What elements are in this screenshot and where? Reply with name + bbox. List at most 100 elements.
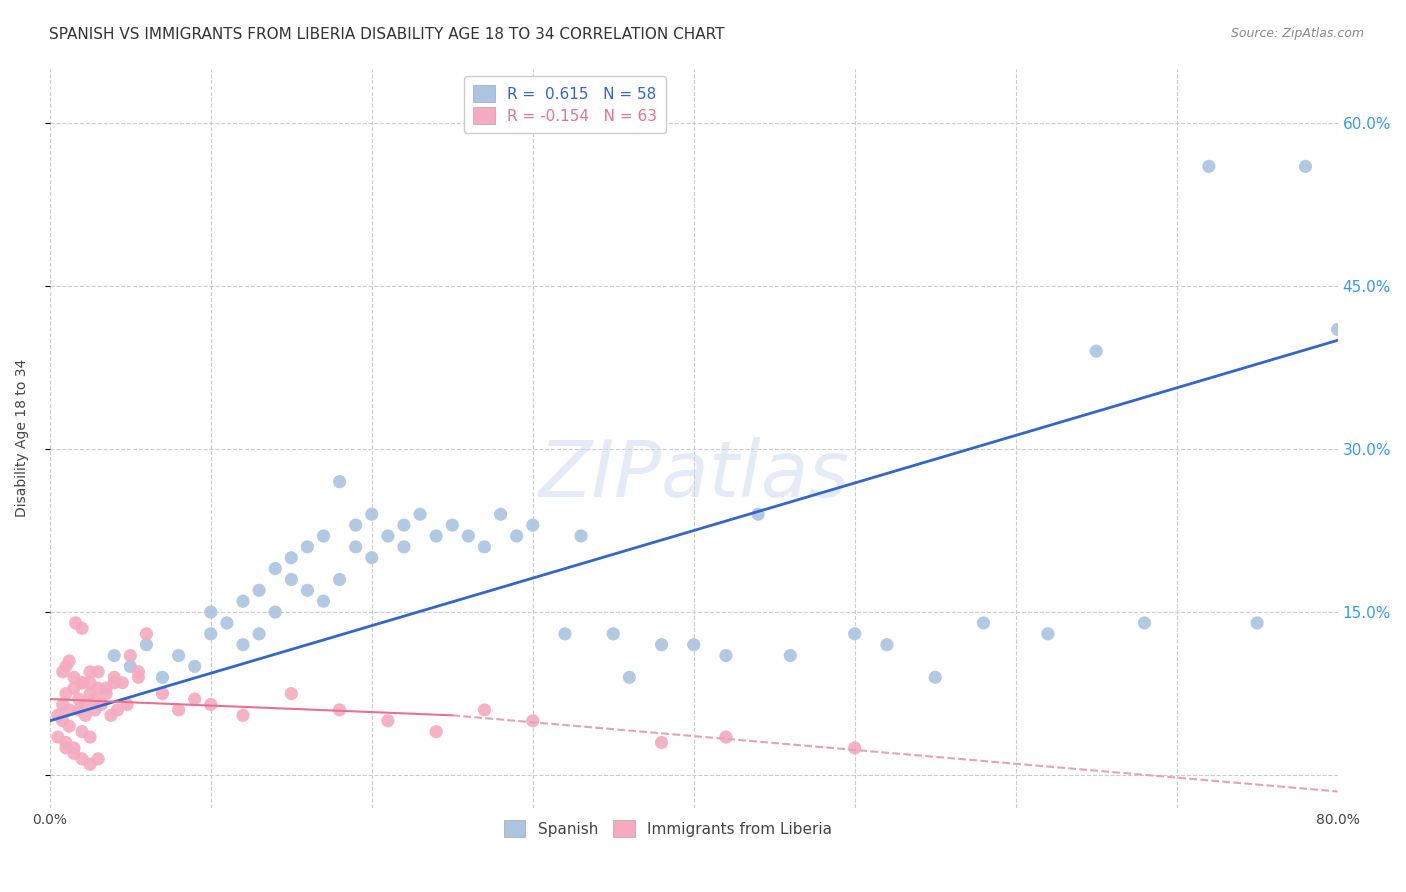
Point: [844, 627, 866, 641]
Point: [779, 648, 801, 663]
Point: [522, 714, 544, 728]
Point: [84, 703, 107, 717]
Point: [1246, 615, 1268, 630]
Point: [232, 638, 254, 652]
Point: [232, 594, 254, 608]
Point: [1294, 160, 1316, 174]
Point: [200, 698, 222, 712]
Point: [392, 540, 415, 554]
Point: [280, 687, 302, 701]
Point: [215, 615, 238, 630]
Point: [79, 675, 101, 690]
Point: [79, 665, 101, 679]
Point: [96, 687, 118, 701]
Point: [360, 550, 382, 565]
Point: [329, 573, 352, 587]
Point: [312, 529, 335, 543]
Point: [135, 627, 157, 641]
Point: [135, 638, 157, 652]
Point: [329, 475, 352, 489]
Point: [87, 665, 110, 679]
Point: [167, 648, 190, 663]
Point: [247, 583, 270, 598]
Point: [152, 687, 174, 701]
Point: [183, 692, 205, 706]
Point: [1036, 627, 1059, 641]
Point: [70, 675, 93, 690]
Point: [58, 719, 80, 733]
Text: Source: ZipAtlas.com: Source: ZipAtlas.com: [1230, 27, 1364, 40]
Point: [1085, 344, 1108, 359]
Point: [70, 675, 93, 690]
Point: [1198, 160, 1220, 174]
Point: [489, 507, 512, 521]
Point: [1326, 322, 1348, 336]
Point: [58, 654, 80, 668]
Point: [79, 730, 101, 744]
Point: [63, 741, 86, 756]
Point: [52, 698, 75, 712]
Point: [714, 730, 737, 744]
Text: ZIPatlas: ZIPatlas: [538, 437, 849, 513]
Point: [505, 529, 527, 543]
Point: [46, 708, 69, 723]
Point: [79, 757, 101, 772]
Point: [167, 703, 190, 717]
Point: [200, 627, 222, 641]
Point: [425, 529, 447, 543]
Point: [63, 681, 86, 695]
Point: [200, 605, 222, 619]
Point: [522, 518, 544, 533]
Point: [329, 703, 352, 717]
Point: [377, 714, 399, 728]
Point: [63, 747, 86, 761]
Point: [103, 648, 125, 663]
Point: [111, 675, 134, 690]
Point: [714, 648, 737, 663]
Point: [972, 615, 994, 630]
Point: [425, 724, 447, 739]
Point: [280, 573, 302, 587]
Point: [55, 741, 77, 756]
Point: [1133, 615, 1156, 630]
Point: [232, 708, 254, 723]
Point: [100, 708, 122, 723]
Point: [103, 675, 125, 690]
Point: [115, 698, 138, 712]
Point: [70, 752, 93, 766]
Point: [247, 627, 270, 641]
Point: [344, 518, 367, 533]
Point: [55, 735, 77, 749]
Point: [75, 708, 97, 723]
Point: [103, 670, 125, 684]
Point: [70, 621, 93, 635]
Point: [569, 529, 592, 543]
Point: [58, 703, 80, 717]
Point: [344, 540, 367, 554]
Point: [65, 615, 87, 630]
Point: [297, 540, 319, 554]
Point: [96, 681, 118, 695]
Y-axis label: Disability Age 18 to 34: Disability Age 18 to 34: [15, 359, 30, 517]
Point: [844, 741, 866, 756]
Point: [127, 665, 149, 679]
Point: [392, 518, 415, 533]
Point: [46, 730, 69, 744]
Point: [554, 627, 576, 641]
Point: [75, 698, 97, 712]
Point: [87, 752, 110, 766]
Point: [120, 648, 142, 663]
Point: [264, 605, 287, 619]
Point: [682, 638, 704, 652]
Point: [107, 703, 129, 717]
Point: [79, 687, 101, 701]
Point: [312, 594, 335, 608]
Point: [63, 670, 86, 684]
Point: [87, 681, 110, 695]
Point: [651, 735, 673, 749]
Point: [747, 507, 769, 521]
Point: [264, 561, 287, 575]
Text: SPANISH VS IMMIGRANTS FROM LIBERIA DISABILITY AGE 18 TO 34 CORRELATION CHART: SPANISH VS IMMIGRANTS FROM LIBERIA DISAB…: [49, 27, 724, 42]
Point: [120, 659, 142, 673]
Point: [297, 583, 319, 598]
